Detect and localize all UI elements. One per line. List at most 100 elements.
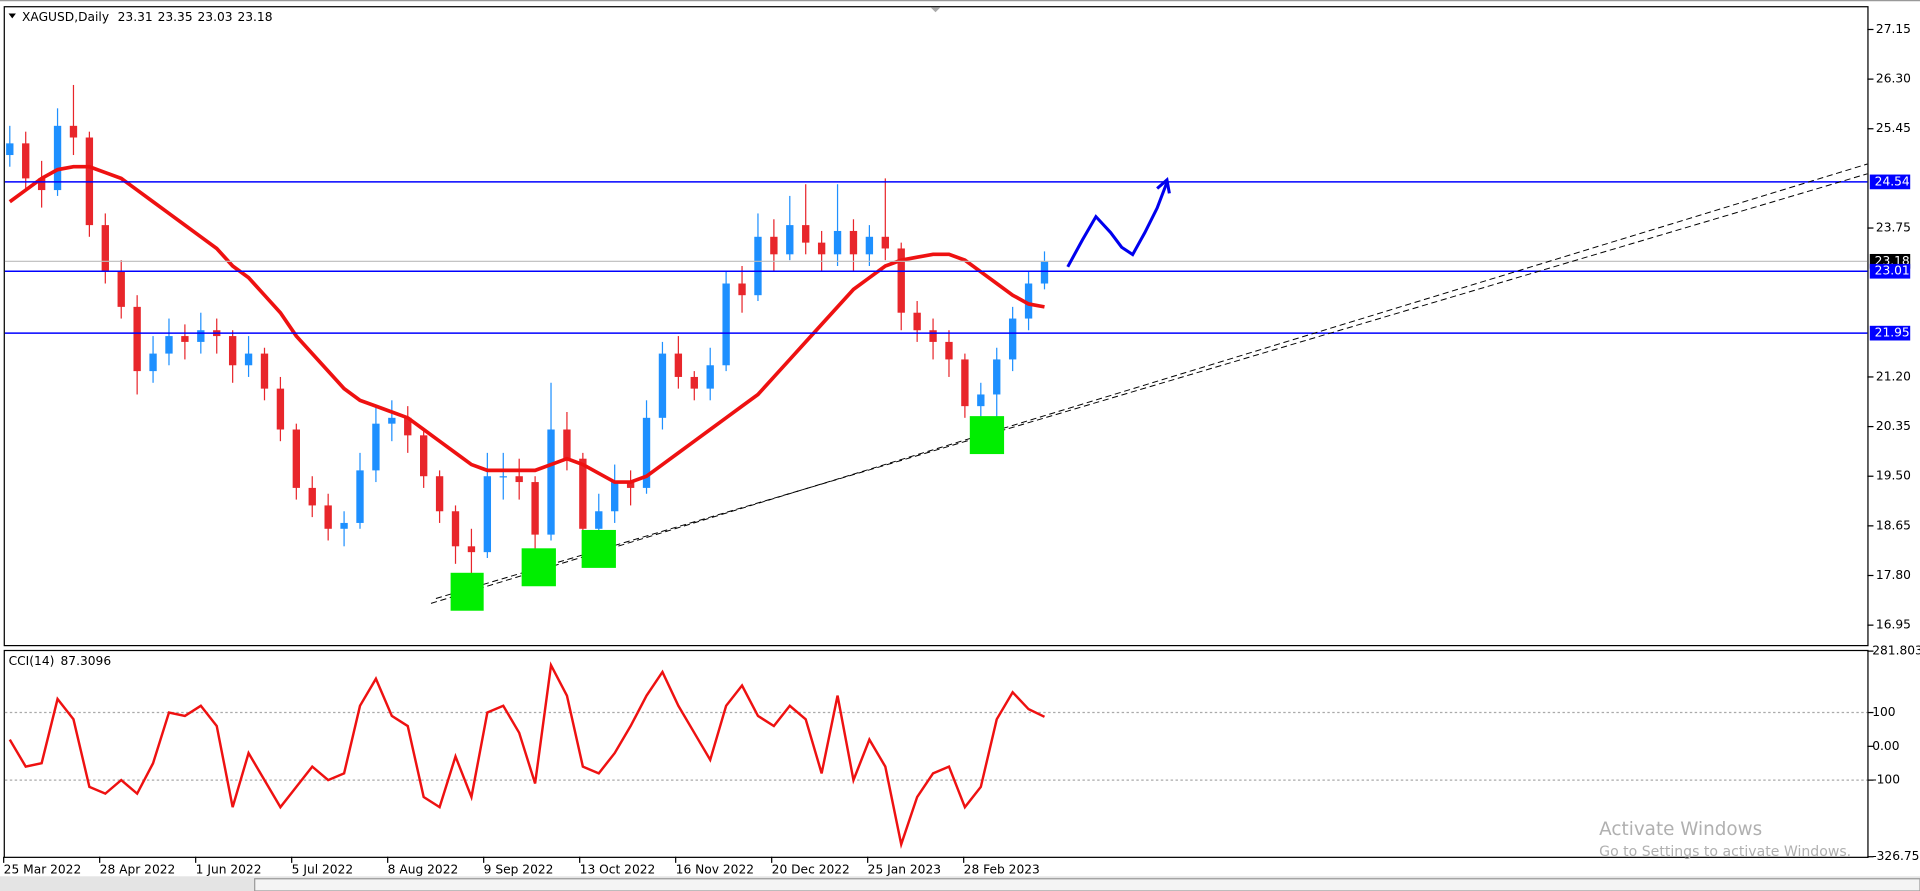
highlight-box bbox=[969, 416, 1005, 455]
x-tick-label: 16 Nov 2022 bbox=[676, 863, 754, 877]
tab-strip-track bbox=[254, 878, 1920, 891]
moving-average bbox=[8, 164, 1045, 484]
watermark-title: Activate Windows bbox=[1599, 819, 1762, 840]
x-tick-label: 8 Aug 2022 bbox=[388, 863, 459, 877]
watermark-subtitle: Go to Settings to activate Windows. bbox=[1599, 844, 1851, 860]
y-tick-label: 281.803 bbox=[1872, 644, 1920, 658]
y-tick-label: 16.95 bbox=[1876, 618, 1911, 632]
candle-body bbox=[499, 476, 507, 478]
candle-body bbox=[37, 178, 46, 191]
candle-body bbox=[897, 248, 905, 313]
trend-line bbox=[435, 173, 1868, 599]
scroll-marker bbox=[930, 7, 941, 13]
x-tick-label: 28 Apr 2022 bbox=[100, 863, 176, 877]
candle-body bbox=[420, 435, 428, 477]
cci-value: 87.3096 bbox=[61, 653, 112, 667]
y-tick-label: 17.80 bbox=[1876, 568, 1911, 582]
trend-line bbox=[430, 163, 1868, 604]
candle-body bbox=[802, 225, 810, 243]
candle-body bbox=[340, 522, 348, 529]
candle-body bbox=[451, 511, 460, 547]
drawn-objects bbox=[430, 163, 1868, 611]
y-tick-label: 19.50 bbox=[1876, 469, 1911, 483]
level-label-box bbox=[1869, 325, 1911, 341]
candle-body bbox=[101, 225, 109, 272]
candle-body bbox=[961, 359, 969, 407]
candle-body bbox=[993, 359, 1001, 395]
y-tick-label: 27.15 bbox=[1876, 22, 1911, 36]
candle-body bbox=[133, 306, 141, 372]
candle-body bbox=[833, 230, 842, 255]
candle-body bbox=[483, 476, 492, 553]
x-tick-label: 13 Oct 2022 bbox=[580, 863, 656, 877]
y-tick-label: 18.65 bbox=[1876, 518, 1911, 532]
candle-body bbox=[881, 236, 889, 249]
candle-body bbox=[435, 476, 444, 512]
candle-body bbox=[865, 236, 874, 255]
candle-body bbox=[117, 271, 125, 307]
symbol-title: XAGUSD,Daily bbox=[22, 10, 109, 24]
candle-body bbox=[69, 125, 78, 138]
plot-layer: 27.15 26.30 25.45 23.75 21.20 20.35 19.50 18.65… bbox=[3, 22, 1920, 877]
x-tick-label: 28 Feb 2023 bbox=[964, 863, 1040, 877]
cci-header: CCI(14) 87.3096 bbox=[9, 653, 112, 667]
x-tick-label: 9 Sep 2022 bbox=[484, 863, 554, 877]
candle-body bbox=[6, 143, 14, 156]
chart-header: XAGUSD,Daily 23.31 23.35 23.03 23.18 bbox=[22, 10, 272, 24]
candle-body bbox=[53, 125, 62, 191]
candle-body bbox=[165, 336, 173, 354]
candle-body bbox=[547, 429, 555, 535]
level-label-box bbox=[1869, 263, 1911, 279]
menu-triangle bbox=[8, 13, 16, 19]
candle-body bbox=[945, 341, 953, 360]
header-open: 23.31 bbox=[118, 10, 153, 24]
highlight-box bbox=[581, 529, 616, 568]
y-tick-label: 21.20 bbox=[1876, 369, 1911, 383]
candle-body bbox=[276, 388, 285, 430]
candle-body bbox=[722, 283, 730, 366]
candle-body bbox=[1040, 261, 1049, 284]
y-tick-label: -326.754 bbox=[1872, 849, 1920, 863]
candle-body bbox=[149, 353, 157, 372]
candle-body bbox=[467, 546, 476, 553]
x-tick-label: 25 Jan 2023 bbox=[868, 863, 941, 877]
x-tick-label: 1 Jun 2022 bbox=[196, 863, 262, 877]
candle-body bbox=[738, 283, 746, 296]
y-tick-label: -100 bbox=[1872, 773, 1900, 787]
candle-body bbox=[515, 476, 523, 483]
y-tick-label: 26.30 bbox=[1876, 72, 1911, 86]
candle-body bbox=[754, 236, 762, 296]
y-tick-label: 0.00 bbox=[1872, 739, 1899, 753]
candle-body bbox=[817, 242, 826, 255]
candle-body bbox=[913, 312, 921, 331]
candle-body bbox=[181, 336, 189, 342]
highlight-box bbox=[450, 572, 484, 611]
candle-body bbox=[356, 470, 364, 523]
x-tick-label: 25 Mar 2022 bbox=[4, 863, 82, 877]
cci-title: CCI(14) bbox=[9, 653, 55, 667]
candle-body bbox=[977, 394, 985, 407]
y-tick-label: 23.75 bbox=[1876, 221, 1911, 235]
candle-body bbox=[1024, 283, 1033, 319]
header-low: 23.03 bbox=[198, 10, 233, 24]
candle-body bbox=[531, 482, 539, 535]
arrow-head bbox=[1156, 176, 1171, 194]
candle-body bbox=[563, 429, 571, 459]
candle-body bbox=[372, 423, 380, 471]
candle-body bbox=[579, 458, 587, 529]
candle-body bbox=[690, 376, 698, 389]
candle-body bbox=[228, 336, 237, 366]
candle-body bbox=[674, 353, 683, 377]
candle-body bbox=[626, 482, 635, 488]
y-tick-label: 25.45 bbox=[1876, 121, 1911, 135]
x-tick-label: 20 Dec 2022 bbox=[772, 863, 850, 877]
candle-body bbox=[611, 482, 619, 512]
level-label: 24.54 bbox=[1875, 174, 1910, 188]
candle-body bbox=[595, 511, 603, 529]
candle-body bbox=[260, 353, 269, 389]
highlight-box bbox=[521, 548, 556, 587]
level-label: 21.95 bbox=[1875, 326, 1910, 340]
candle-body bbox=[404, 417, 412, 436]
